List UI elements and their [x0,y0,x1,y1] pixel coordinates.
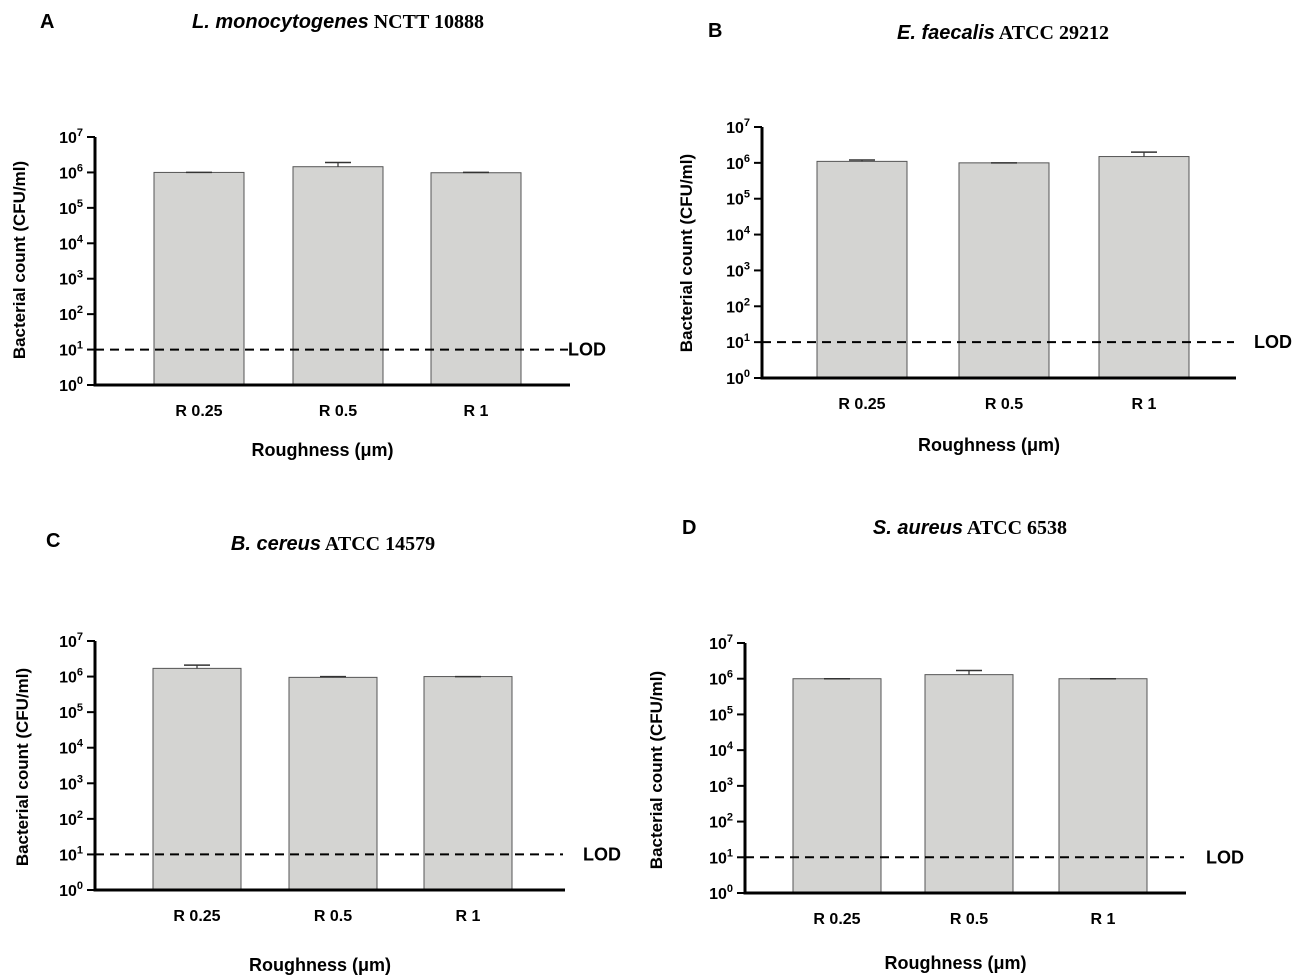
y-tick-label: 100 [726,368,750,388]
panel-b: B E. faecalis ATCC 29212 R 0.25 R 0.5 R 1 1… [677,20,1292,455]
y-tick-label: 101 [726,332,750,352]
plot-area: R 0.25 R 0.5 R 1 100 101 102 103 104 105 106 107 LO… [647,633,1244,973]
title-species: B. cereus [231,533,321,555]
y-tick-label: 105 [59,702,83,722]
x-axis-title: Roughness (μm) [918,435,1060,455]
lod-label: LOD [568,340,606,360]
title-species: S. aureus [873,517,963,539]
title-species: E. faecalis [897,22,995,44]
y-tick-label: 103 [709,776,733,796]
bar [958,162,1050,379]
y-tick-label: 100 [59,375,83,395]
y-tick-label: 106 [59,667,83,687]
y-tick-label: 105 [59,198,83,218]
title-strain: ATCC 14579 [325,533,435,555]
title-strain: ATCC 6538 [967,517,1067,539]
y-tick-label: 103 [59,773,83,793]
y-tick-label: 104 [726,225,751,245]
title-strain: ATCC 29212 [999,22,1109,44]
x-tick-label: R 1 [464,403,489,420]
y-tick-label: 107 [59,631,83,651]
x-axis-title: Roughness (μm) [251,440,393,460]
y-tick-label: 104 [59,738,84,758]
x-tick-label: R 0.25 [813,911,860,928]
lod-label: LOD [583,844,621,864]
bar [292,166,384,386]
title-strain: NCTT 10888 [374,11,484,33]
y-tick-label: 102 [59,304,83,324]
plot-area: R 0.25 R 0.5 R 1 100 101 102 103 104 105 106 107 LO… [13,631,621,975]
y-axis-title: Bacterial count (CFU/ml) [10,161,29,359]
title-species: L. monocytogenes [192,11,369,33]
y-tick-label: 103 [726,260,750,280]
x-tick-label: R 0.5 [314,908,352,925]
y-tick-label: 105 [726,189,750,209]
y-tick-label: 105 [709,704,733,724]
x-tick-label: R 1 [1132,396,1157,413]
x-tick-label: R 1 [456,908,481,925]
panel-letter: C [46,530,60,552]
lod-label: LOD [1254,332,1292,352]
y-tick-label: 106 [59,162,83,182]
panel-c: C B. cereus ATCC 14579 R 0.25 R 0.5 R 1 100… [13,530,621,975]
x-tick-label: R 1 [1091,911,1116,928]
bar [1058,678,1148,894]
bar [816,160,908,379]
bar [430,172,522,386]
panel-d: D S. aureus ATCC 6538 R 0.25 R 0.5 R 1 100 1… [647,517,1244,973]
y-axis-title: Bacterial count (CFU/ml) [647,671,666,869]
y-tick-label: 107 [709,633,733,653]
bar [792,678,882,894]
y-axis-title: Bacterial count (CFU/ml) [13,668,32,866]
y-tick-label: 104 [59,233,84,253]
x-tick-label: R 0.25 [173,908,220,925]
y-tick-label: 102 [726,296,750,316]
panel-title: B. cereus ATCC 14579 [231,533,435,555]
y-tick-label: 102 [59,809,83,829]
y-tick-label: 101 [59,844,83,864]
panel-a: A L. monocytogenes NCTT 10888 R 0.25 R 0.… [10,11,606,460]
bar [153,171,245,386]
bar [288,676,378,891]
y-tick-label: 104 [709,740,734,760]
y-tick-label: 101 [59,340,83,360]
y-tick-label: 107 [59,127,83,147]
lod-label: LOD [1206,847,1244,867]
y-tick-label: 103 [59,269,83,289]
x-axis-title: Roughness (μm) [249,955,391,975]
bar [924,674,1014,894]
panel-letter: D [682,517,696,539]
y-tick-label: 106 [726,153,750,173]
panel-title: E. faecalis ATCC 29212 [897,22,1109,44]
x-tick-label: R 0.5 [319,403,357,420]
panel-title: L. monocytogenes NCTT 10888 [192,11,484,33]
bar [1098,156,1190,379]
panel-letter: B [708,20,722,42]
y-tick-label: 100 [59,880,83,900]
x-tick-label: R 0.5 [985,396,1023,413]
x-tick-label: R 0.25 [838,396,885,413]
y-tick-label: 107 [726,117,750,137]
y-tick-label: 101 [709,847,733,867]
bar [423,676,513,891]
x-tick-label: R 0.25 [175,403,222,420]
x-tick-label: R 0.5 [950,911,988,928]
y-axis-title: Bacterial count (CFU/ml) [677,154,696,352]
y-tick-label: 100 [709,883,733,903]
y-tick-label: 106 [709,669,733,689]
plot-area: R 0.25 R 0.5 R 1 100 101 102 103 104 105 106 107 LO… [677,117,1292,455]
panel-title: S. aureus ATCC 6538 [873,517,1067,539]
x-axis-title: Roughness (μm) [884,953,1026,973]
y-tick-label: 102 [709,812,733,832]
bar [152,667,242,891]
plot-area: R 0.25 R 0.5 R 1 100 101 102 103 104 105 106 107 LO… [10,127,606,460]
panel-letter: A [40,11,54,33]
